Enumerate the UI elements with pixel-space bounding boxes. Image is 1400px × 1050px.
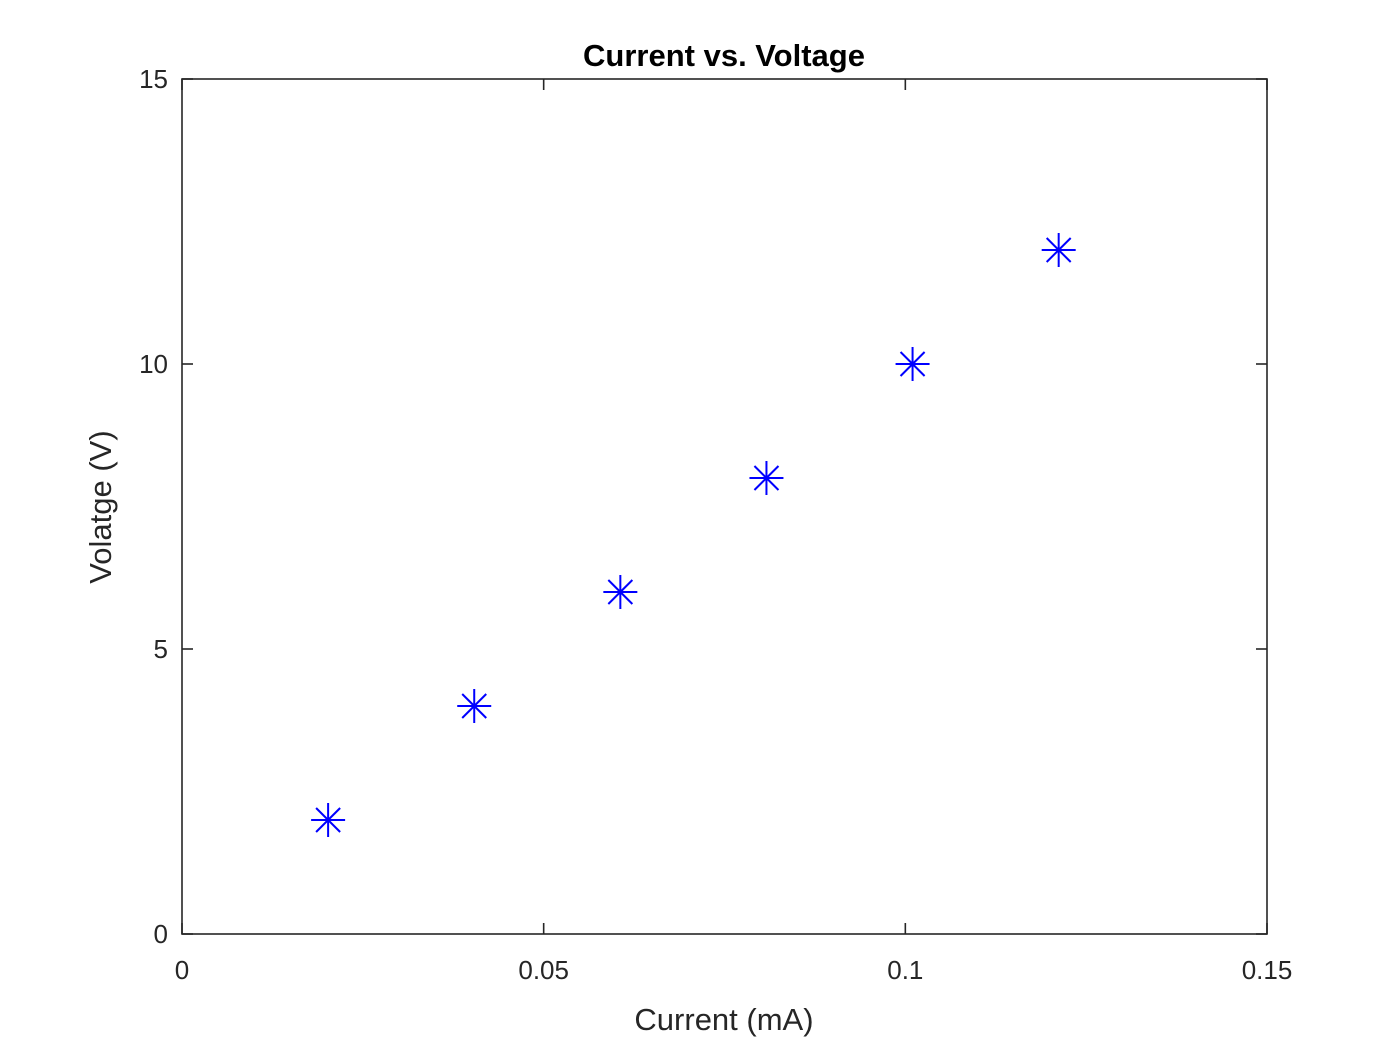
- y-tick-label: 15: [139, 64, 168, 94]
- data-point: [311, 803, 346, 837]
- data-point: [895, 347, 930, 381]
- x-tick-label: 0: [175, 955, 189, 985]
- data-point: [457, 689, 492, 723]
- x-axis-title: Current (mA): [634, 1002, 813, 1037]
- data-point: [1041, 233, 1076, 267]
- x-tick-label: 0.05: [518, 955, 569, 985]
- y-tick-label: 10: [139, 349, 168, 379]
- data-point: [603, 575, 638, 609]
- data-point: [749, 461, 784, 495]
- y-tick-label: 5: [154, 634, 168, 664]
- data-points: [311, 233, 1076, 837]
- chart-title: Current vs. Voltage: [583, 38, 865, 73]
- axes: [181, 78, 1268, 935]
- y-tick-label: 0: [154, 919, 168, 949]
- ticks: 0 0.05 0.1 0.15 0 5 10 15: [139, 64, 1292, 985]
- x-tick-label: 0.1: [887, 955, 923, 985]
- y-axis-title: Volatge (V): [83, 430, 118, 583]
- plot-box: [181, 78, 1268, 935]
- x-tick-label: 0.15: [1242, 955, 1293, 985]
